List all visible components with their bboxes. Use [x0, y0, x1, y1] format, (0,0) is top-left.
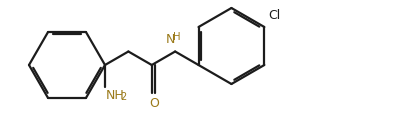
Text: O: O	[149, 97, 159, 110]
Text: N: N	[166, 33, 175, 45]
Text: Cl: Cl	[268, 9, 280, 22]
Text: H: H	[173, 32, 181, 42]
Text: 2: 2	[120, 92, 127, 102]
Text: NH: NH	[106, 89, 125, 102]
